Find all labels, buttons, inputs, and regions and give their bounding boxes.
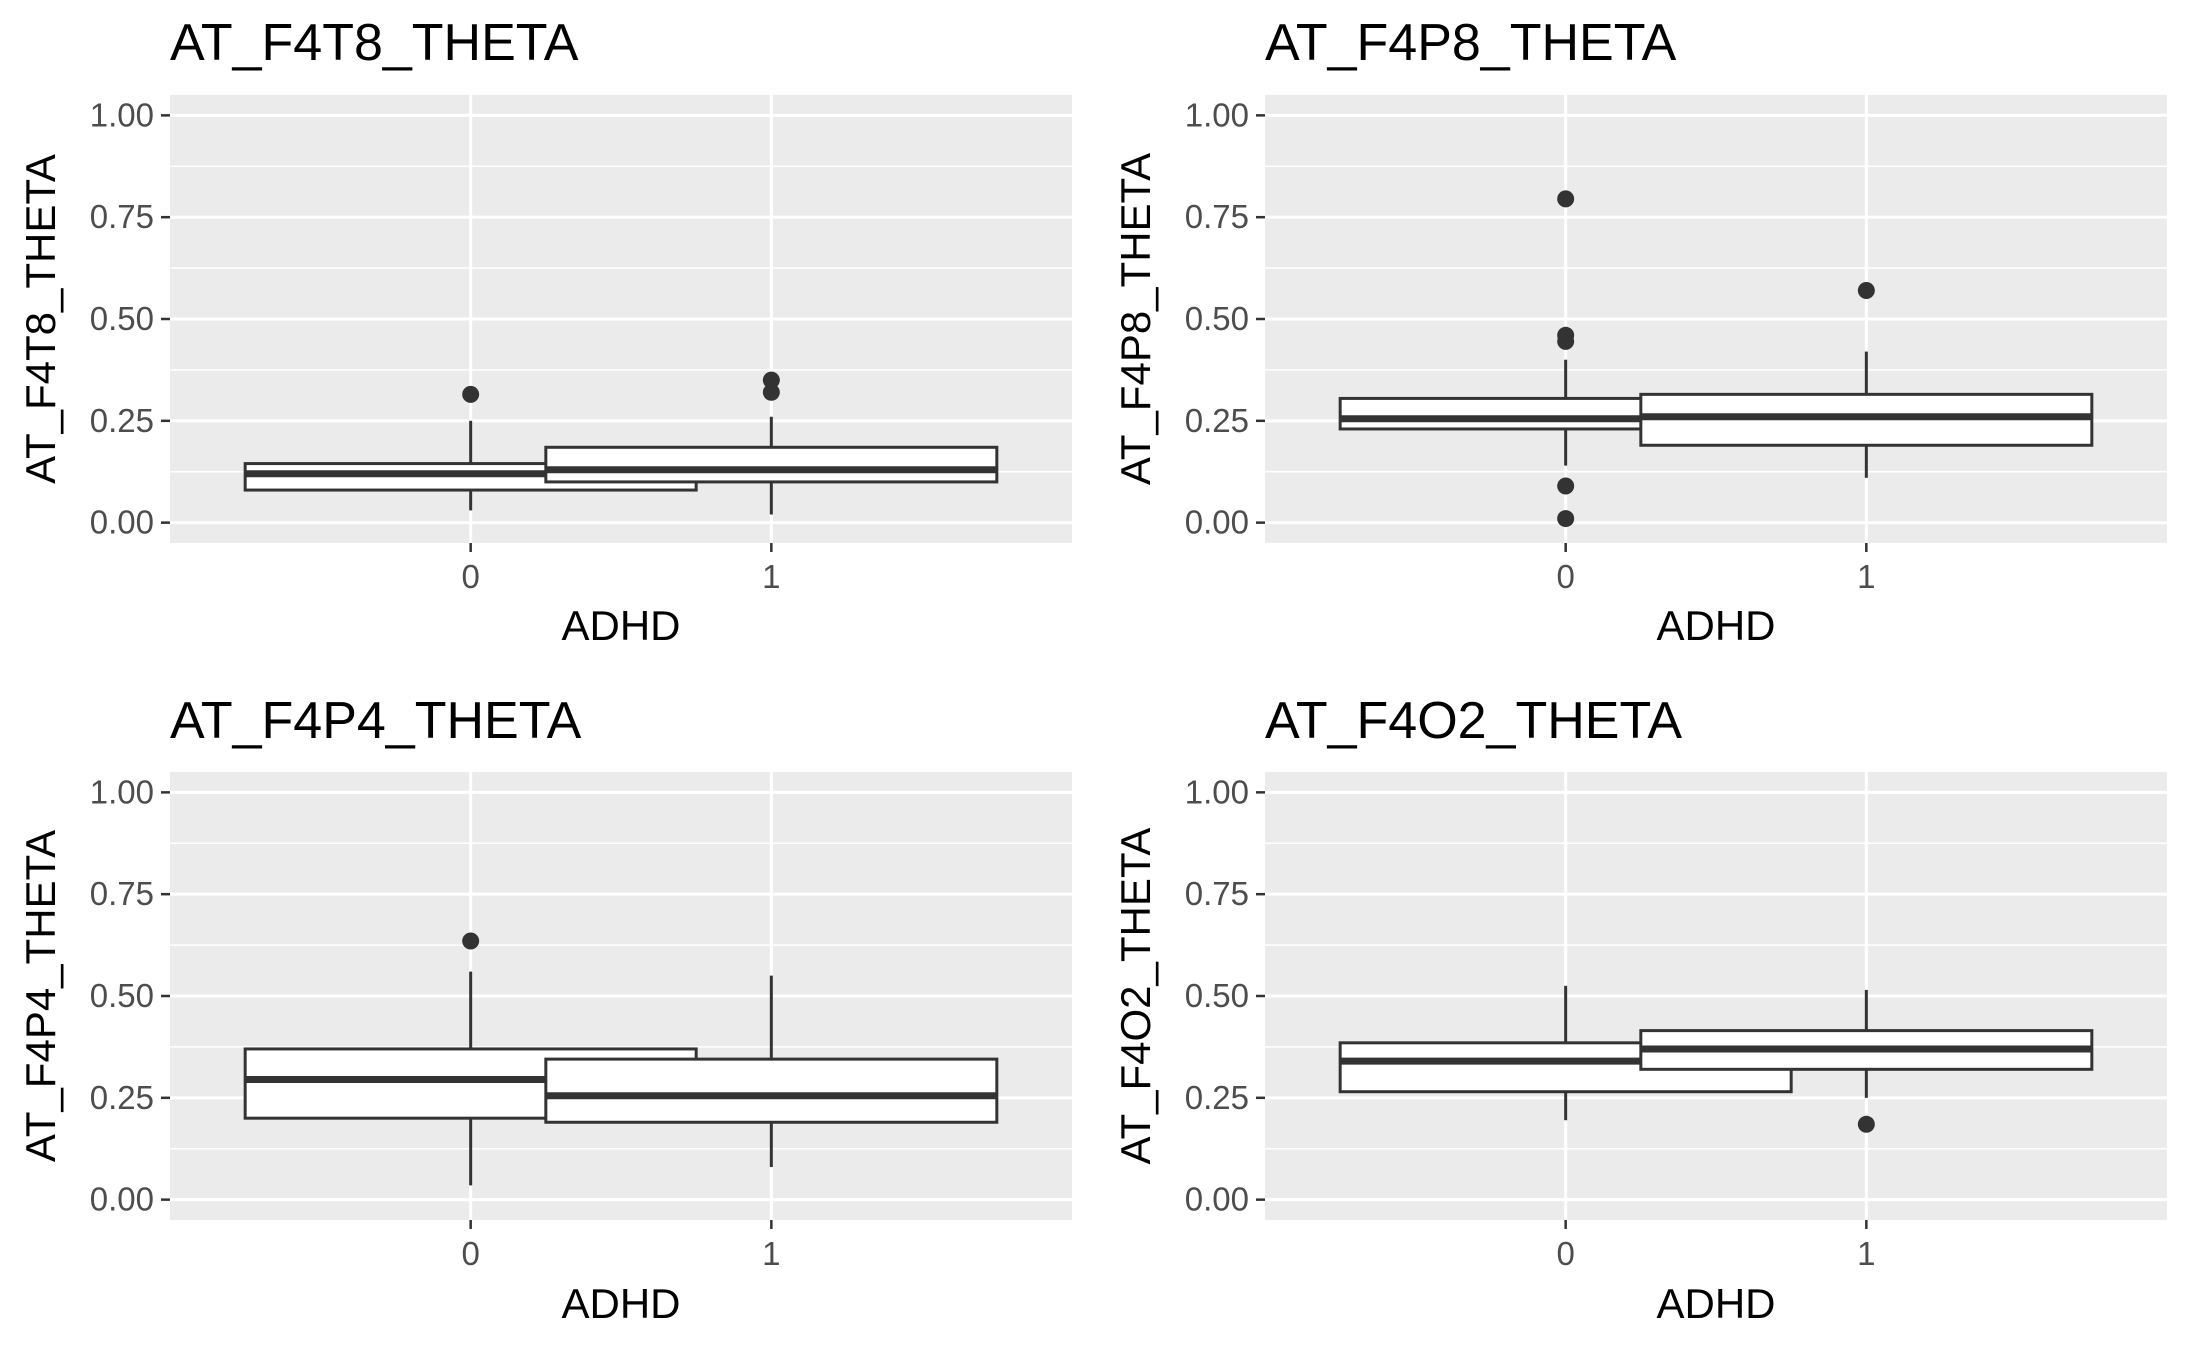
y-tick-label: 1.00 bbox=[1185, 96, 1249, 133]
y-tick-label: 0.50 bbox=[90, 977, 154, 1014]
x-tick-label: 0 bbox=[1556, 1235, 1574, 1272]
x-axis-title: ADHD bbox=[1656, 602, 1775, 649]
box-group-1 bbox=[1639, 281, 2094, 478]
outlier-point bbox=[1557, 190, 1575, 208]
y-tick-label: 0.50 bbox=[90, 300, 154, 337]
y-tick-label: 0.50 bbox=[1185, 977, 1249, 1014]
y-tick-label: 1.00 bbox=[90, 96, 154, 133]
y-tick-label: 0.75 bbox=[1185, 875, 1249, 912]
box-group-1 bbox=[1639, 989, 2094, 1133]
box-group-1 bbox=[544, 975, 999, 1168]
y-axis-title: AT_F4P8_THETA bbox=[1112, 153, 1159, 485]
panel-title: AT_F4P8_THETA bbox=[1265, 14, 1677, 72]
outlier-point bbox=[762, 371, 780, 389]
y-tick-label: 0.25 bbox=[1185, 1079, 1249, 1116]
y-tick-label: 0.00 bbox=[1185, 504, 1249, 541]
y-tick-label: 0.75 bbox=[1185, 198, 1249, 235]
y-axis-title: AT_F4T8_THETA bbox=[17, 154, 64, 484]
outlier-point bbox=[462, 385, 480, 403]
outlier-point bbox=[1557, 510, 1575, 528]
x-axis-title: ADHD bbox=[561, 602, 680, 649]
box-iqr bbox=[544, 445, 999, 484]
y-tick-label: 0.25 bbox=[90, 1079, 154, 1116]
x-tick-label: 0 bbox=[461, 558, 479, 595]
x-tick-label: 1 bbox=[1857, 558, 1875, 595]
y-tick-label: 1.00 bbox=[90, 773, 154, 810]
panel-title: AT_F4O2_THETA bbox=[1265, 692, 1682, 750]
box-iqr bbox=[544, 1057, 999, 1124]
y-tick-label: 0.00 bbox=[1185, 1181, 1249, 1218]
outlier-point bbox=[1857, 1115, 1875, 1133]
chart-panel-f4p8: 0.00 0.25 0.50 0.75 1.00 0 1 AT_F4P8_THETA ADHD A… bbox=[1112, 14, 2167, 649]
panel-title: AT_F4T8_THETA bbox=[170, 14, 579, 72]
outlier-point bbox=[1557, 332, 1575, 350]
y-tick-label: 0.50 bbox=[1185, 300, 1249, 337]
chart-panel-f4o2: 0.00 0.25 0.50 0.75 1.00 0 1 AT_F4O2_THETA ADHD A… bbox=[1112, 692, 2167, 1327]
outlier-point bbox=[762, 383, 780, 401]
chart-panel-f4p4: 0.00 0.25 0.50 0.75 1.00 0 1 AT_F4P4_THETA ADHD A… bbox=[17, 692, 1072, 1327]
y-tick-label: 0.00 bbox=[90, 1181, 154, 1218]
outlier-point bbox=[1557, 477, 1575, 495]
x-tick-label: 0 bbox=[461, 1235, 479, 1272]
y-axis-title: AT_F4O2_THETA bbox=[1112, 828, 1159, 1165]
panel-title: AT_F4P4_THETA bbox=[170, 692, 582, 750]
y-tick-label: 0.00 bbox=[90, 504, 154, 541]
x-axis-title: ADHD bbox=[561, 1280, 680, 1327]
y-tick-label: 0.75 bbox=[90, 875, 154, 912]
y-axis-title: AT_F4P4_THETA bbox=[17, 830, 64, 1162]
x-tick-label: 0 bbox=[1556, 558, 1574, 595]
outlier-point bbox=[1857, 281, 1875, 299]
y-tick-label: 0.75 bbox=[90, 198, 154, 235]
x-tick-label: 1 bbox=[1857, 1235, 1875, 1272]
x-tick-label: 1 bbox=[762, 558, 780, 595]
y-tick-label: 0.25 bbox=[90, 402, 154, 439]
y-tick-label: 1.00 bbox=[1185, 773, 1249, 810]
chart-panel-f4t8: 0.00 0.25 0.50 0.75 1.00 0 1 AT_F4T8_THETA ADHD A… bbox=[17, 14, 1072, 649]
x-axis-title: ADHD bbox=[1656, 1280, 1775, 1327]
outlier-point bbox=[462, 932, 480, 950]
box-group-1 bbox=[544, 371, 999, 515]
x-tick-label: 1 bbox=[762, 1235, 780, 1272]
y-tick-label: 0.25 bbox=[1185, 402, 1249, 439]
